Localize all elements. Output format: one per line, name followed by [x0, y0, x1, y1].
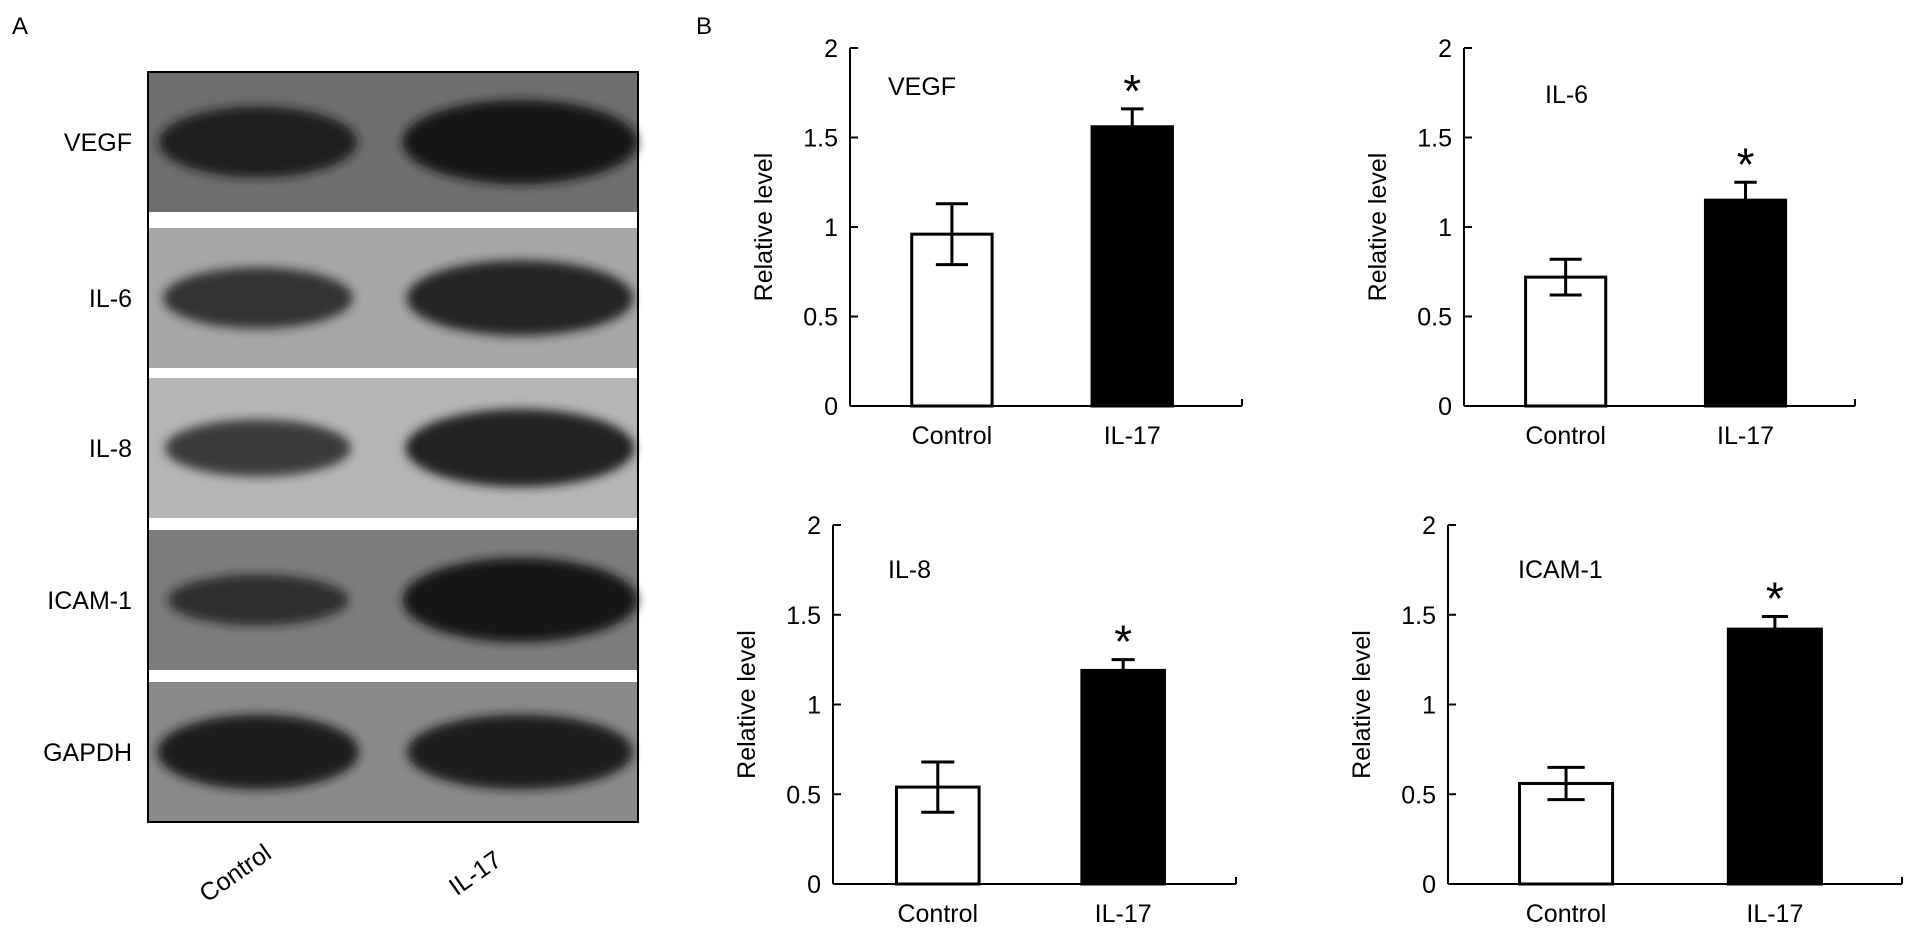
significance-marker-il-17: *: [1114, 616, 1132, 668]
blot-lane-label-il-17: IL-17: [444, 846, 507, 902]
y-tick-label: 1: [824, 214, 838, 242]
y-tick-label: 1: [807, 692, 821, 720]
bar-il-17: [1080, 668, 1166, 886]
y-tick-label: 1.5: [1401, 602, 1436, 630]
bar-il-17: [1090, 125, 1174, 408]
bar-control: [1524, 275, 1608, 408]
x-tick-label-il-17: IL-17: [1746, 900, 1803, 928]
y-tick-label: 1.5: [1417, 125, 1452, 153]
blot-band: [405, 409, 635, 487]
significance-marker-il-17: *: [1766, 573, 1784, 625]
blot-lane-label-control: Control: [194, 839, 276, 908]
blot-band: [402, 100, 638, 184]
x-tick-label-il-17: IL-17: [1104, 422, 1161, 450]
x-tick-label-il-17: IL-17: [1717, 422, 1774, 450]
blot-band: [406, 260, 634, 336]
blot-border: [147, 71, 639, 823]
chart-title: IL-6: [1545, 81, 1588, 109]
blot-band: [156, 714, 360, 790]
x-tick-label-control: Control: [1525, 422, 1606, 450]
blot-band: [167, 574, 349, 626]
bar-chart-icam-1: 0 0.5 1 1.5 2 Relative level ICAM-1 Control * IL-…: [1348, 512, 1903, 928]
blot-row-il-6: IL-6: [89, 228, 638, 368]
y-tick-label: 0.5: [803, 304, 838, 332]
bar-il-17: [1726, 627, 1823, 886]
y-tick-label: 2: [1422, 512, 1436, 540]
x-tick-label-control: Control: [897, 900, 978, 928]
blot-row-label: IL-8: [89, 435, 132, 463]
x-tick-label-control: Control: [912, 422, 993, 450]
panel-label-a: A: [12, 13, 28, 40]
blot-row-label: VEGF: [64, 129, 132, 157]
y-tick-label: 1.5: [786, 602, 821, 630]
significance-marker-il-17: *: [1123, 65, 1141, 117]
blot-band: [164, 419, 352, 477]
y-axis-label: Relative level: [1364, 153, 1392, 302]
y-axis-label: Relative level: [1348, 630, 1376, 779]
x-tick-label-il-17: IL-17: [1095, 900, 1152, 928]
y-tick-label: 1: [1422, 692, 1436, 720]
blot-band: [402, 558, 638, 642]
blot-row-icam-1: ICAM-1: [47, 530, 638, 670]
y-tick-label: 0.5: [1417, 304, 1452, 332]
y-tick-label: 0.5: [1401, 781, 1436, 809]
y-tick-label: 0.5: [786, 781, 821, 809]
y-tick-label: 0: [824, 393, 838, 421]
bar-chart-vegf: 0 0.5 1 1.5 2 Relative level VEGF Control * IL-17: [750, 35, 1243, 450]
blot-band: [406, 714, 634, 790]
panel-label-b: B: [696, 13, 712, 40]
western-blot-panel: VEGF IL-6 IL-8 ICAM-1 GAPDH Control IL-17: [43, 71, 639, 908]
y-tick-label: 2: [824, 35, 838, 63]
y-tick-label: 2: [807, 512, 821, 540]
blot-row-vegf: VEGF: [64, 72, 638, 212]
y-tick-label: 2: [1438, 35, 1452, 63]
y-axis-label: Relative level: [750, 153, 778, 302]
bar-chart-il-6: 0 0.5 1 1.5 2 Relative level IL-6 Control * IL-17: [1364, 35, 1856, 450]
bar-il-17: [1703, 198, 1788, 408]
y-tick-label: 0: [1438, 393, 1452, 421]
chart-title: VEGF: [888, 73, 956, 101]
significance-marker-il-17: *: [1737, 138, 1755, 190]
blot-row-label: IL-6: [89, 285, 132, 313]
y-axis-label: Relative level: [733, 630, 761, 779]
chart-title: IL-8: [888, 556, 931, 584]
chart-title: ICAM-1: [1518, 556, 1603, 584]
blot-row-il-8: IL-8: [89, 378, 638, 518]
y-tick-label: 0: [807, 871, 821, 899]
bar-chart-il-8: 0 0.5 1 1.5 2 Relative level IL-8 Control * IL-17: [733, 512, 1237, 928]
y-tick-label: 0: [1422, 871, 1436, 899]
blot-row-gapdh: GAPDH: [43, 682, 638, 822]
blot-band: [158, 106, 358, 178]
blot-band: [162, 267, 354, 329]
blot-row-label: ICAM-1: [47, 587, 132, 615]
blot-row-label: GAPDH: [43, 739, 132, 767]
y-tick-label: 1: [1438, 214, 1452, 242]
x-tick-label-control: Control: [1526, 900, 1607, 928]
y-tick-label: 1.5: [803, 125, 838, 153]
